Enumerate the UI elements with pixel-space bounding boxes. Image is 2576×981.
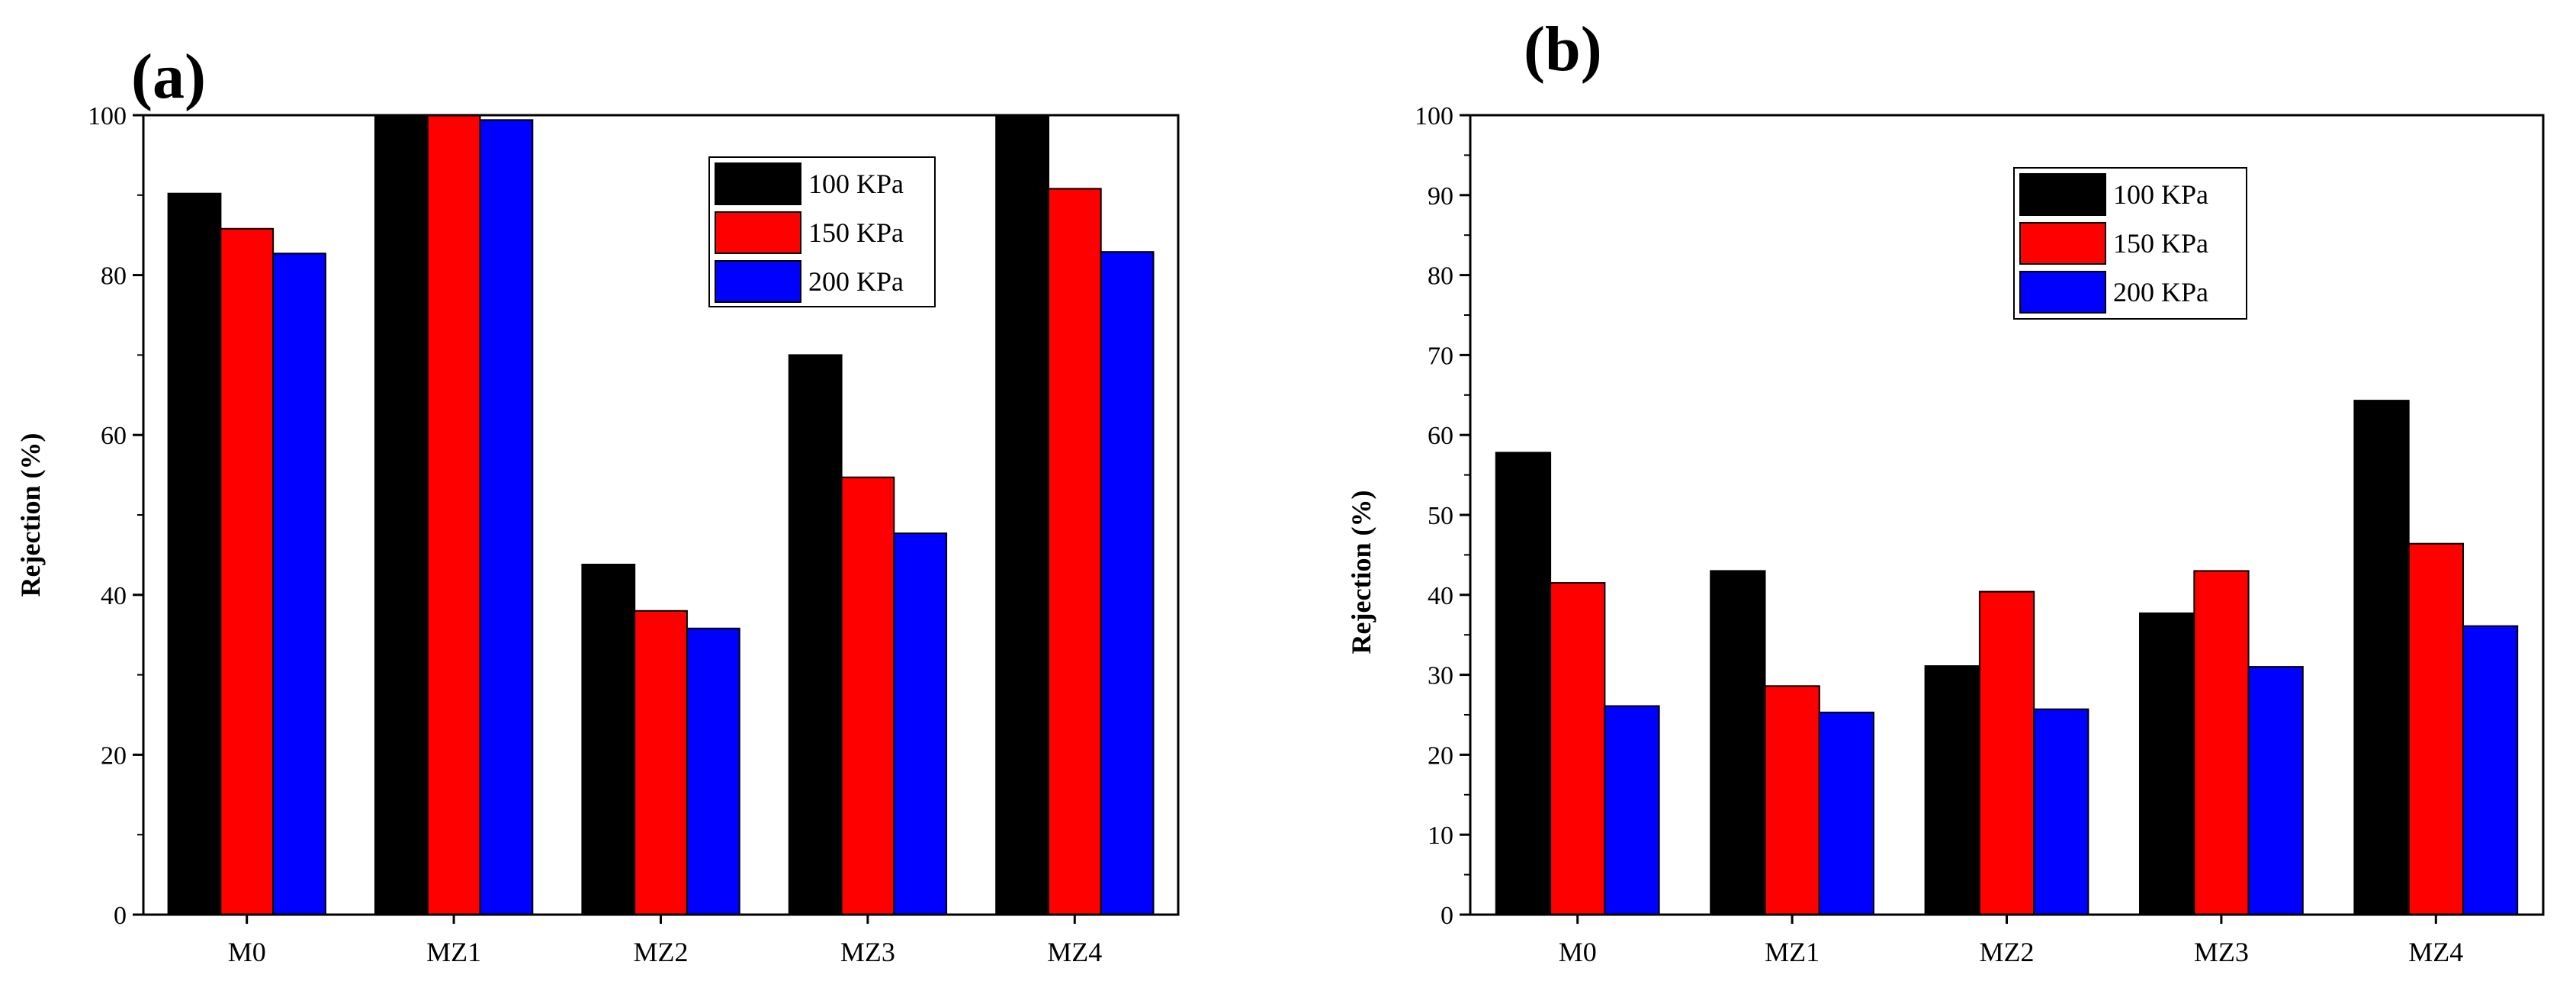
bar-m0-200-kpa xyxy=(1604,705,1660,915)
legend-swatch xyxy=(2019,173,2106,216)
legend: 100 KPa 150 KPa 200 KPa xyxy=(708,156,936,307)
x-tick-label: MZ1 xyxy=(426,937,481,967)
bar-mz1-100-kpa xyxy=(374,114,429,915)
chart-panel-b: M0 MZ1 MZ2 MZ3 MZ4 0 10 20 30 40 50 60 70 80 90 100 Reje… xyxy=(1346,14,2545,967)
bar-mz1-200-kpa xyxy=(479,119,534,915)
y-tick-label: 60 xyxy=(101,422,127,450)
x-tick-label: MZ3 xyxy=(840,937,895,967)
y-axis-title: Rejection (%) xyxy=(15,433,46,597)
legend-swatch xyxy=(2019,271,2106,314)
legend-swatch xyxy=(715,211,801,254)
x-tick-label: MZ4 xyxy=(1047,937,1102,967)
legend-label: 200 KPa xyxy=(2113,277,2208,307)
y-axis-title: Rejection (%) xyxy=(1346,490,1376,655)
y-tick-label: 0 xyxy=(114,902,127,930)
bar-mz4-100-kpa xyxy=(995,114,1049,915)
legend-label: 100 KPa xyxy=(808,169,904,199)
bar-m0-150-kpa xyxy=(1550,582,1606,915)
bar-mz2-150-kpa xyxy=(634,610,688,915)
bar-mz3-200-kpa xyxy=(2247,666,2304,915)
chart-panel-a: M0 MZ1 MZ2 MZ3 MZ4 0 20 40 60 80 100 Rejection (%) (… xyxy=(15,41,1180,967)
x-tick-label: MZ2 xyxy=(1980,937,2035,967)
legend-swatch xyxy=(715,162,801,205)
legend-label: 200 KPa xyxy=(808,266,904,297)
y-tick-label: 50 xyxy=(1428,502,1453,530)
y-tick-label: 90 xyxy=(1428,182,1453,211)
x-tick-label: M0 xyxy=(1559,937,1597,967)
x-tick-label: M0 xyxy=(228,937,266,967)
y-tick-label: 0 xyxy=(1441,902,1453,930)
bar-mz2-100-kpa xyxy=(581,564,636,915)
x-tick-label: MZ3 xyxy=(2194,937,2249,967)
bar-mz4-100-kpa xyxy=(2353,400,2410,915)
legend-swatch xyxy=(2019,222,2106,265)
y-tick-label: 30 xyxy=(1428,662,1453,690)
bar-mz2-150-kpa xyxy=(1978,590,2035,915)
x-tick-label: MZ1 xyxy=(1765,937,1820,967)
bar-mz4-200-kpa xyxy=(1100,251,1155,915)
bar-mz3-150-kpa xyxy=(2193,570,2250,916)
y-tick-label: 60 xyxy=(1428,422,1453,450)
bar-mz4-150-kpa xyxy=(1047,188,1102,915)
bar-mz2-200-kpa xyxy=(2033,708,2089,915)
panel-label: (b) xyxy=(1524,14,1602,85)
legend-label: 150 KPa xyxy=(2113,228,2208,259)
bar-mz3-100-kpa xyxy=(2139,612,2195,916)
y-tick-label: 40 xyxy=(1428,582,1453,610)
y-tick-label: 80 xyxy=(101,262,127,291)
legend-label: 150 KPa xyxy=(808,217,904,248)
bar-mz3-200-kpa xyxy=(893,532,948,915)
y-tick-label: 80 xyxy=(1428,262,1453,291)
bar-m0-100-kpa xyxy=(167,192,222,915)
x-tick-label: MZ4 xyxy=(2408,937,2463,967)
bar-mz2-200-kpa xyxy=(686,627,740,915)
bar-m0-100-kpa xyxy=(1495,452,1552,915)
bar-m0-200-kpa xyxy=(272,252,326,915)
legend-label: 100 KPa xyxy=(2113,179,2208,210)
y-tick-label: 40 xyxy=(101,582,127,610)
y-tick-label: 70 xyxy=(1428,342,1453,370)
bar-mz1-150-kpa xyxy=(426,114,481,915)
bar-mz4-150-kpa xyxy=(2407,542,2464,915)
bar-mz1-200-kpa xyxy=(1818,711,1874,916)
y-tick-label: 100 xyxy=(1415,102,1453,130)
y-tick-label: 10 xyxy=(1428,822,1453,850)
bar-mz4-200-kpa xyxy=(2462,625,2519,915)
x-tick-label: MZ2 xyxy=(634,937,689,967)
bar-mz1-150-kpa xyxy=(1764,685,1820,915)
bar-mz3-100-kpa xyxy=(788,354,843,915)
legend: 100 KPa 150 KPa 200 KPa xyxy=(2013,167,2247,320)
y-tick-label: 20 xyxy=(101,741,127,770)
bar-mz3-150-kpa xyxy=(840,476,895,915)
y-tick-label: 20 xyxy=(1428,741,1453,770)
bar-mz2-100-kpa xyxy=(1924,665,1980,915)
y-tick-label: 100 xyxy=(88,102,127,130)
bar-mz1-100-kpa xyxy=(1710,570,1766,916)
bar-m0-150-kpa xyxy=(220,227,275,915)
legend-swatch xyxy=(715,260,801,303)
panel-label: (a) xyxy=(131,41,206,112)
